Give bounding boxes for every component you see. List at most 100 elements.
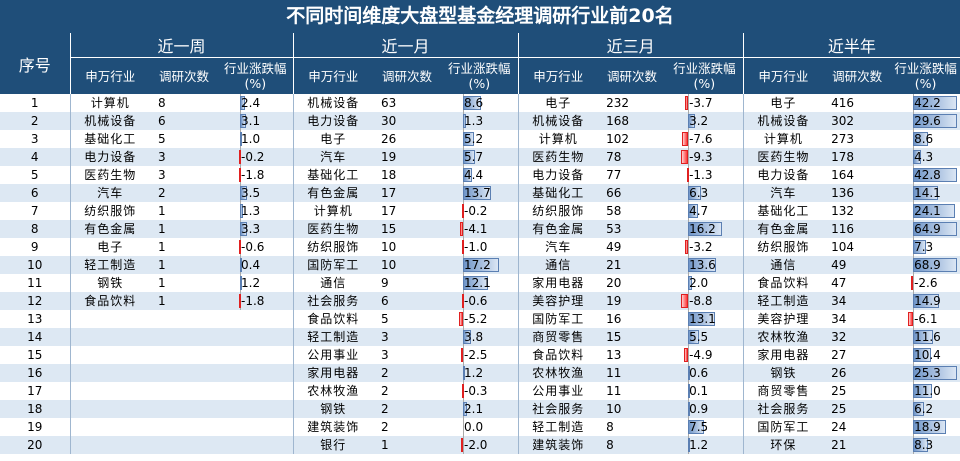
industry-cell: 国防军工 [292, 256, 374, 274]
count-cell: 232 [606, 96, 629, 110]
negative-change-bar [681, 294, 689, 308]
count-cell: 9 [381, 276, 389, 290]
industry-cell: 钢铁 [292, 400, 374, 418]
industry-cell: 电子 [292, 130, 374, 148]
negative-change-bar [682, 132, 689, 146]
change-value: -5.2 [464, 312, 488, 326]
positive-change-bar [240, 96, 245, 110]
change-value: -1.0 [464, 240, 488, 254]
positive-change-bar [463, 150, 476, 164]
count-cell: 1 [150, 256, 218, 274]
row-seq: 1 [30, 96, 39, 110]
industry-cell: 家用电器 [517, 274, 599, 292]
row-seq: 18 [0, 400, 70, 418]
change-value: 5.5 [689, 330, 709, 344]
count-cell: 5 [158, 132, 166, 146]
change-cell: 42.2 [891, 94, 960, 112]
table-row: 16 家用电器 2 1.2 农林牧渔 11 0.6 钢铁 26 25.3 [0, 364, 960, 382]
industry-cell: 通信 [742, 256, 824, 274]
industry-cell: 国防军工 [742, 418, 824, 436]
positive-change-bar [463, 114, 467, 128]
count-cell: 168 [598, 112, 667, 130]
positive-change-bar [913, 168, 958, 182]
count-cell: 132 [831, 204, 854, 218]
positive-change-bar [913, 204, 956, 218]
count-cell: 3 [158, 168, 166, 182]
change-cell: 1.3 [441, 112, 519, 130]
industry-cell: 建筑装饰 [292, 418, 374, 436]
count-cell: 416 [831, 96, 854, 110]
count-cell: 2 [381, 384, 389, 398]
positive-change-bar [240, 276, 242, 290]
count-cell: 1 [150, 292, 218, 310]
industry-cell: 社会服务 [517, 400, 599, 418]
positive-change-bar [913, 438, 929, 452]
count-cell: 15 [598, 328, 667, 346]
bar-axis [688, 346, 690, 364]
row-seq: 20 [0, 436, 70, 454]
table-row: 4 电力设备 3 -0.2 汽车 19 5.7 医药生物 78 -9.3 医药生物 178 4.3 [0, 148, 960, 166]
change-value: 14.1 [914, 186, 941, 200]
row-seq: 14 [0, 328, 70, 346]
count-cell: 26 [823, 364, 892, 382]
industry-cell: 纺织服饰 [292, 238, 374, 256]
change-cell: 13.1 [666, 310, 743, 328]
industry-cell: 银行 [292, 436, 374, 454]
change-value: 8.6 [914, 132, 934, 146]
bar-axis [688, 94, 690, 112]
industry-cell: 公用事业 [517, 382, 599, 400]
change-value: -3.2 [689, 240, 713, 254]
count-cell: 78 [598, 148, 667, 166]
change-cell: 4.4 [441, 166, 518, 184]
change-cell [218, 310, 293, 328]
change-cell: 0.4 [218, 256, 294, 274]
count-cell: 15 [373, 220, 442, 238]
count-cell: 2 [373, 364, 442, 382]
change-cell: 1.2 [218, 274, 293, 292]
change-cell: 16.2 [666, 220, 744, 238]
count-cell: 8 [158, 96, 166, 110]
change-cell: 14.9 [891, 292, 960, 310]
industry-cell: 汽车 [69, 184, 150, 202]
change-col-header: 行业涨跌幅 (%) [891, 57, 960, 94]
industry-cell [69, 436, 150, 454]
count-cell: 1 [150, 220, 218, 238]
positive-change-bar [913, 366, 958, 380]
change-cell: 3.1 [218, 112, 294, 130]
industry-cell: 有色金属 [742, 220, 824, 238]
industry-cell: 基础化工 [292, 166, 374, 184]
row-seq: 6 [0, 184, 70, 202]
change-value: 2.0 [689, 276, 709, 290]
change-col-header: 行业涨跌幅 (%) [218, 57, 294, 94]
industry-cell: 食品饮料 [292, 310, 374, 328]
table-row: 18 钢铁 2 2.1 社会服务 10 0.9 社会服务 25 6.2 [0, 400, 960, 418]
count-cell [150, 436, 218, 454]
change-cell: 5.2 [441, 130, 518, 148]
count-cell: 18 [381, 168, 397, 182]
change-col-header-unit: (%) [914, 76, 937, 91]
period-header-halfyear: 近半年 [742, 33, 960, 58]
count-cell [150, 382, 218, 400]
change-cell: -1.8 [218, 166, 293, 184]
count-cell [150, 400, 218, 418]
positive-change-bar [240, 204, 243, 218]
positive-change-bar [913, 132, 929, 146]
count-cell: 26 [381, 132, 397, 146]
bar-axis [688, 292, 690, 310]
positive-change-bar [688, 258, 717, 272]
bar-axis [913, 274, 915, 292]
positive-change-bar [688, 420, 705, 434]
industry-cell: 农林牧渔 [742, 328, 824, 346]
industry-cell: 商贸零售 [742, 382, 824, 400]
change-value: 5.2 [464, 132, 484, 146]
change-value: 6.2 [914, 402, 934, 416]
table-title: 不同时间维度大盘型基金经理调研行业前20名 [0, 0, 960, 33]
change-col-header-unit: (%) [468, 76, 491, 91]
industry-cell: 社会服务 [742, 400, 824, 418]
change-value: 13.1 [689, 312, 716, 326]
positive-change-bar [688, 438, 691, 452]
count-cell: 63 [381, 96, 397, 110]
industry-cell: 汽车 [517, 238, 599, 256]
change-cell [218, 436, 294, 454]
table-row: 1 计算机 8 2.4 机械设备 63 8.6 电子 232 -3.7 电子 416 42.2 [0, 94, 960, 112]
